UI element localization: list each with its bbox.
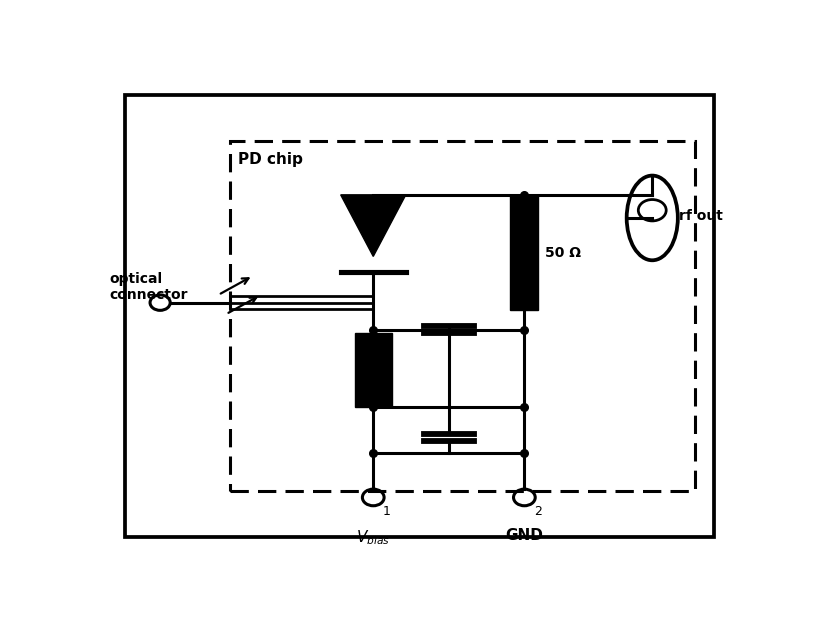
Bar [230, 141, 695, 491]
Text: rf out: rf out [680, 209, 723, 223]
Text: 50 Ω: 50 Ω [544, 245, 580, 260]
Text: optical
connector: optical connector [109, 272, 188, 302]
Text: PD chip: PD chip [237, 152, 303, 167]
Text: 1: 1 [383, 505, 390, 518]
Text: GND: GND [505, 528, 543, 543]
Polygon shape [341, 195, 406, 257]
Bar [511, 195, 539, 310]
Bar [355, 333, 392, 406]
Text: 2: 2 [534, 505, 542, 518]
Text: $V_{bias}$: $V_{bias}$ [357, 528, 390, 547]
